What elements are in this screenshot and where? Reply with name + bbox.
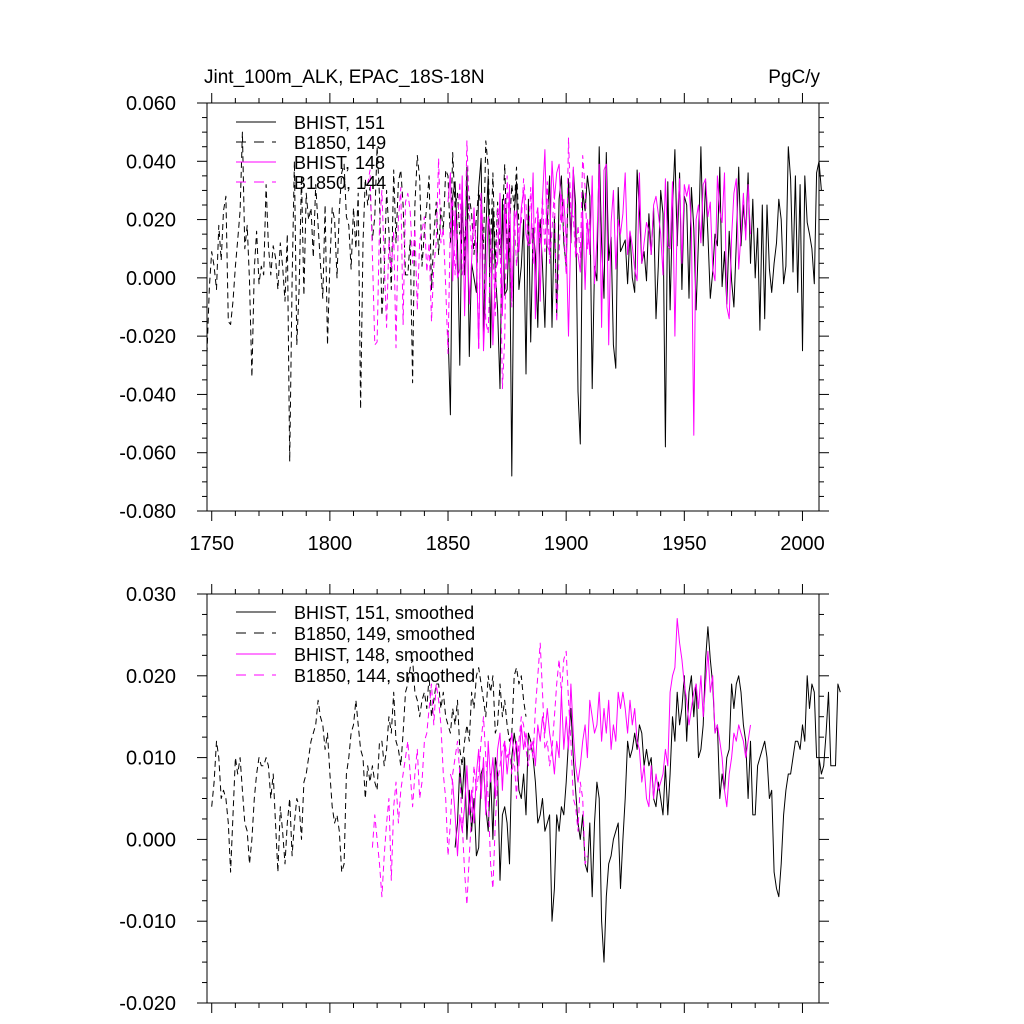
bottom-series-line-0 — [454, 626, 841, 963]
legend-label: B1850, 149 — [294, 133, 386, 153]
ytick-label: 0.030 — [126, 584, 176, 606]
ytick-label: 0.060 — [126, 93, 176, 115]
legend-label: B1850, 149, smoothed — [294, 624, 475, 644]
ytick-label: -0.060 — [119, 443, 176, 465]
ytick-label: -0.080 — [119, 501, 176, 523]
top-series-line-0 — [447, 146, 822, 477]
legend-label: B1850, 144, smoothed — [294, 666, 475, 686]
legend-label: B1850, 144 — [294, 173, 386, 193]
legend-label: BHIST, 151 — [294, 113, 385, 133]
legend-label: BHIST, 148 — [294, 153, 385, 173]
chart-title: Jint_100m_ALK, EPAC_18S-18N — [204, 67, 485, 88]
ytick-label: -0.040 — [119, 384, 176, 406]
legend-label: BHIST, 151, smoothed — [294, 603, 474, 623]
ytick-label: 0.020 — [126, 210, 176, 232]
ytick-label: 0.040 — [126, 151, 176, 173]
ytick-label: -0.020 — [119, 993, 176, 1015]
ytick-label: 0.000 — [126, 268, 176, 290]
ytick-label: -0.010 — [119, 911, 176, 933]
xtick-label: 1950 — [662, 533, 707, 555]
ytick-label: -0.020 — [119, 326, 176, 348]
ytick-label: 0.020 — [126, 666, 176, 688]
xtick-label: 2000 — [780, 533, 825, 555]
top-axis-ticks: 1750 1800 1850 1900 1950 2000 -0.080 -0.060 -0.0… — [119, 93, 829, 555]
top-series-group — [206, 131, 822, 477]
bottom-series-line-3 — [371, 642, 588, 906]
ytick-label: 0.010 — [126, 748, 176, 770]
top-series-line-2 — [447, 149, 751, 436]
xtick-label: 1750 — [189, 533, 234, 555]
bottom-series-line-2 — [449, 618, 751, 857]
xtick-label: 1900 — [544, 533, 589, 555]
xtick-label: 1800 — [308, 533, 353, 555]
ytick-label: 0.000 — [126, 829, 176, 851]
xtick-label: 1850 — [426, 533, 471, 555]
bottom-series-group — [211, 618, 841, 963]
top-series-line-3 — [367, 137, 591, 390]
chart-units: PgC/y — [768, 67, 820, 88]
bottom-axis-ticks: -0.020 -0.010 0.000 0.010 0.020 0.030 — [119, 584, 829, 1015]
legend-label: BHIST, 148, smoothed — [294, 645, 474, 665]
